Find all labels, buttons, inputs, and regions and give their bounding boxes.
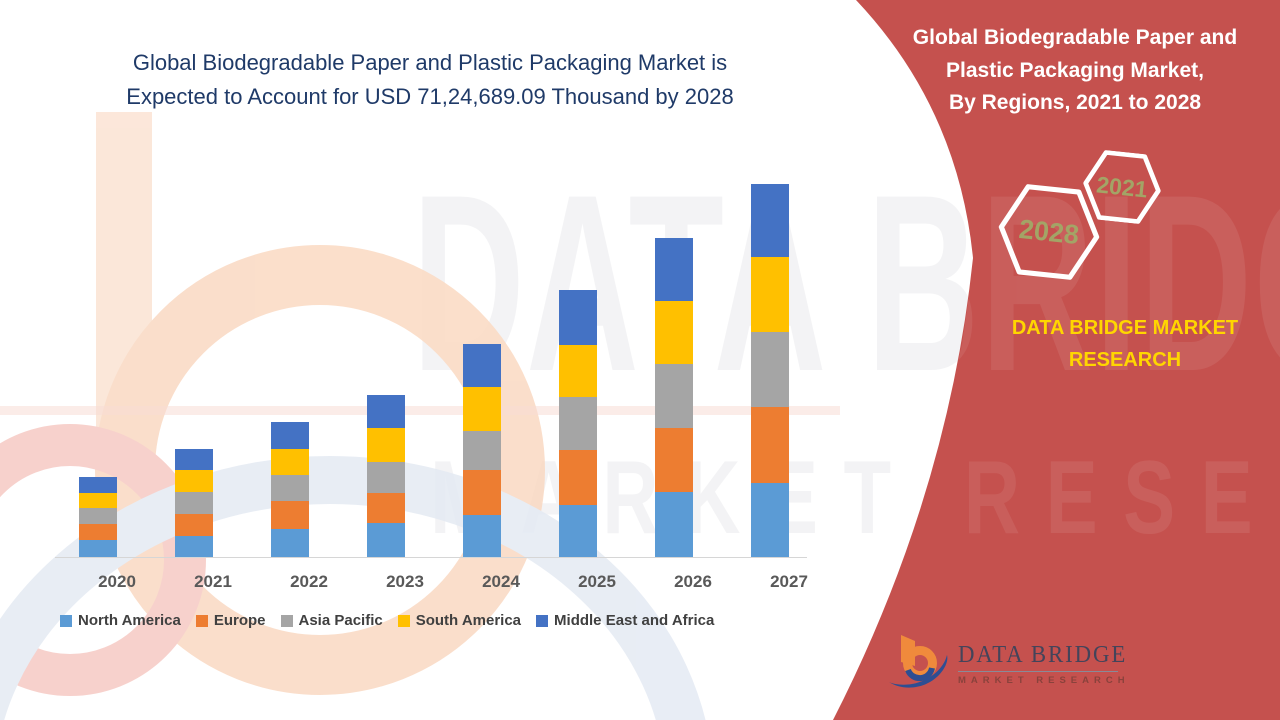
- page-title-line1: Global Biodegradable Paper and Plastic P…: [132, 50, 728, 75]
- bar-2021: [175, 449, 213, 557]
- legend-item-south-america: South America: [397, 612, 522, 629]
- brand-name-line2: RESEARCH: [1068, 349, 1182, 371]
- bar-segment-south-america: [367, 427, 405, 463]
- bar-segment-south-america: [559, 345, 597, 397]
- bar-segment-europe: [271, 501, 309, 529]
- chart-plot: [55, 168, 807, 558]
- legend-label-north-america: North America: [78, 612, 181, 629]
- bar-segment-asia-pacific: [751, 332, 789, 408]
- bar-segment-asia-pacific: [271, 475, 309, 502]
- legend-swatch-middle-east-and-africa: [536, 614, 549, 627]
- legend-label-europe: Europe: [213, 612, 266, 629]
- bar-segment-asia-pacific: [175, 492, 213, 514]
- bar-segment-south-america: [655, 301, 693, 365]
- bar-segment-north-america: [751, 482, 789, 557]
- bar-segment-middle-east-and-africa: [367, 395, 405, 428]
- bar-segment-asia-pacific: [655, 364, 693, 428]
- bar-segment-asia-pacific: [463, 431, 501, 471]
- bar-segment-europe: [367, 493, 405, 524]
- legend-label-middle-east-and-africa: Middle East and Africa: [554, 612, 715, 629]
- bar-segment-south-america: [175, 470, 213, 493]
- side-panel-title-line1: Global Biodegradable Paper and: [912, 26, 1238, 49]
- bar-segment-europe: [463, 470, 501, 515]
- bar-segment-north-america: [463, 514, 501, 557]
- bar-segment-middle-east-and-africa: [175, 449, 213, 471]
- bar-segment-middle-east-and-africa: [271, 421, 309, 450]
- bar-segment-south-america: [463, 387, 501, 432]
- bar-segment-asia-pacific: [367, 462, 405, 494]
- stacked-bar-chart: 2020 2021 2022 2023 2024 2025 2026 2027 North A…: [55, 168, 808, 629]
- logo-subtitle: MARKET RESEARCH: [958, 675, 1130, 686]
- legend-label-south-america: South America: [415, 612, 522, 629]
- legend-item-middle-east-and-africa: Middle East and Africa: [536, 612, 714, 629]
- bar-segment-middle-east-and-africa: [751, 183, 789, 258]
- hexagon-2021: 2021: [1080, 148, 1165, 226]
- legend-item-europe: Europe: [195, 612, 266, 629]
- bar-2022: [271, 421, 309, 557]
- bar-2025: [559, 289, 597, 557]
- legend-item-north-america: North America: [60, 612, 181, 629]
- bar-segment-europe: [751, 407, 789, 483]
- bar-2024: [463, 344, 501, 557]
- bar-segment-south-america: [751, 257, 789, 333]
- bar-segment-middle-east-and-africa: [559, 289, 597, 346]
- hexagon-outline-icon: [998, 184, 1100, 280]
- hexagon-2028: 2028: [993, 181, 1104, 283]
- chart-legend: North America Europe Asia Pacific South Ame…: [60, 612, 807, 629]
- bar-segment-middle-east-and-africa: [463, 344, 501, 388]
- page-title-line2: Expected to Account for USD 71,24,689.09…: [126, 84, 734, 110]
- legend-label-asia-pacific: Asia Pacific: [298, 612, 383, 629]
- bar-2023: [367, 395, 405, 557]
- bar-segment-north-america: [655, 492, 693, 557]
- bar-segment-europe: [655, 427, 693, 492]
- legend-item-asia-pacific: Asia Pacific: [280, 612, 383, 629]
- legend-swatch-north-america: [60, 614, 72, 627]
- logo-title: DATA BRIDGE: [958, 642, 1128, 668]
- bar-2027: [751, 183, 789, 557]
- bar-2026: [655, 237, 693, 557]
- side-panel-title: Global Biodegradable Paper and Plastic P…: [870, 22, 1280, 120]
- x-axis-label-2027: 2027: [770, 572, 808, 591]
- bar-segment-asia-pacific: [79, 507, 117, 524]
- bar-segment-europe: [79, 523, 117, 541]
- brand-name-line1: DATA BRIDGE MARKET: [1011, 317, 1239, 339]
- bar-segment-middle-east-and-africa: [79, 477, 117, 493]
- x-axis-label-2023: 2023: [386, 572, 424, 591]
- x-axis-label-2021: 2021: [194, 572, 232, 591]
- bar-segment-south-america: [271, 449, 309, 476]
- x-axis-label-2020: 2020: [98, 572, 136, 591]
- legend-swatch-europe: [195, 614, 208, 627]
- page-title: Global Biodegradable Paper and Plastic P…: [40, 46, 820, 114]
- data-bridge-logo: DATA BRIDGE MARKET RESEARCH: [888, 632, 1136, 696]
- bar-segment-north-america: [79, 540, 117, 557]
- bar-segment-north-america: [271, 529, 309, 557]
- bar-segment-europe: [175, 513, 213, 536]
- bar-segment-asia-pacific: [559, 396, 597, 451]
- legend-swatch-south-america: [397, 614, 410, 627]
- hexagon-2021-label: 2021: [1095, 170, 1149, 203]
- hexagon-outline-icon: [1083, 150, 1161, 224]
- side-panel-title-line3: By Regions, 2021 to 2028: [948, 91, 1202, 115]
- brand-name-text: DATA BRIDGE MARKET RESEARCH: [965, 312, 1280, 376]
- bar-segment-middle-east-and-africa: [655, 237, 693, 302]
- x-axis-label-2024: 2024: [482, 572, 520, 591]
- side-panel-title-line2: Plastic Packaging Market,: [946, 58, 1204, 82]
- bar-2020: [79, 477, 117, 557]
- bar-segment-north-america: [559, 504, 597, 557]
- x-axis-label-2022: 2022: [290, 572, 328, 591]
- x-axis-labels: 2020 2021 2022 2023 2024 2025 2026 2027: [55, 558, 808, 602]
- bar-segment-north-america: [175, 536, 213, 557]
- logo-divider: [958, 671, 1118, 672]
- bar-segment-europe: [559, 450, 597, 505]
- legend-swatch-asia-pacific: [280, 614, 293, 627]
- bar-segment-north-america: [367, 523, 405, 557]
- bar-segment-south-america: [79, 492, 117, 508]
- x-axis-label-2025: 2025: [578, 572, 616, 591]
- x-axis-label-2026: 2026: [674, 572, 712, 591]
- data-bridge-logo-icon: [889, 635, 948, 688]
